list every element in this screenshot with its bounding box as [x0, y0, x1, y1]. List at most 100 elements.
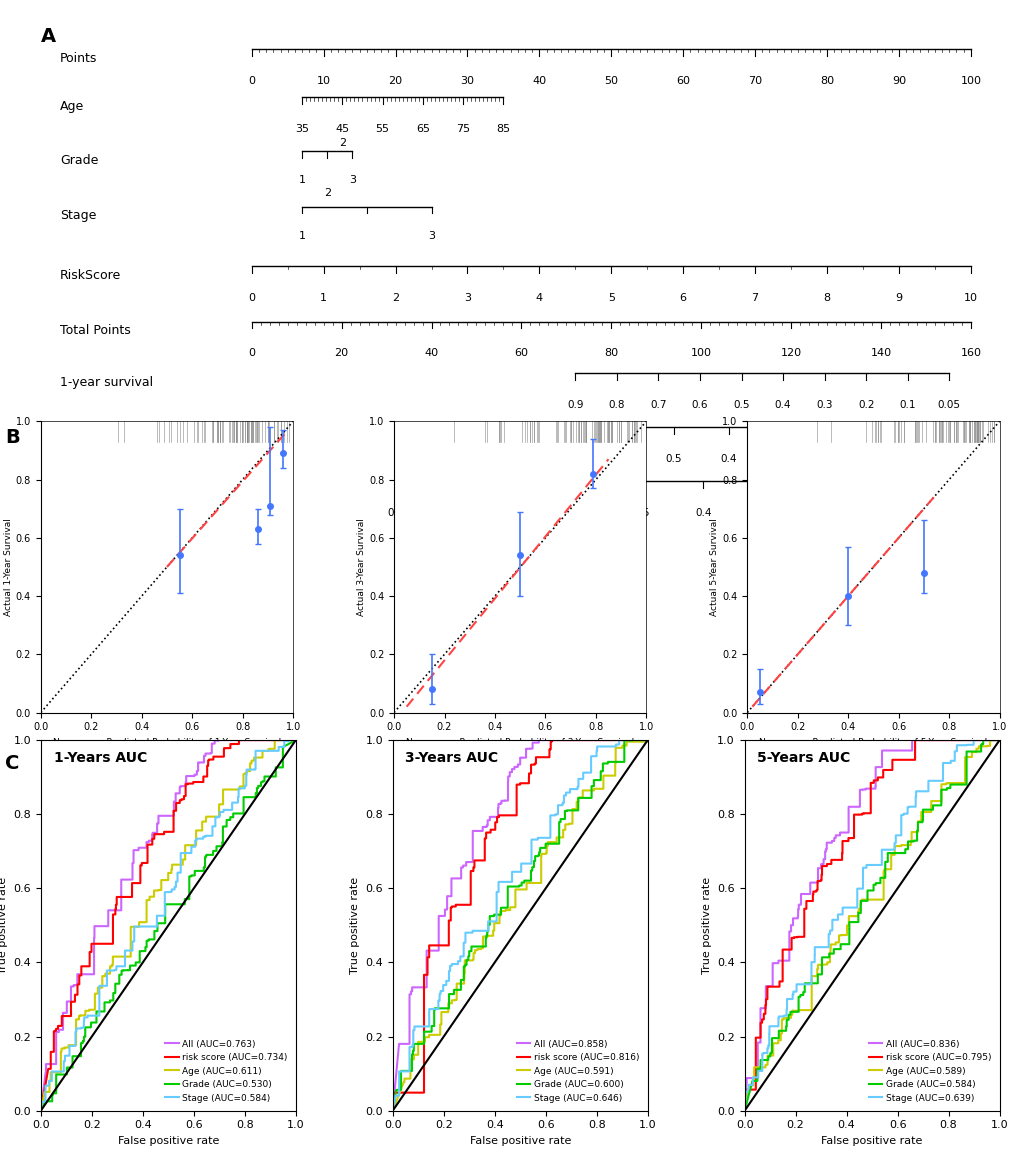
Text: A: A [41, 27, 56, 46]
Text: 7: 7 [751, 293, 758, 303]
Text: 0.1: 0.1 [886, 454, 902, 464]
Text: 0.2: 0.2 [817, 508, 834, 517]
Text: 3-Years AUC: 3-Years AUC [406, 751, 498, 765]
Text: 35: 35 [294, 124, 309, 134]
Text: 80: 80 [603, 348, 618, 359]
Text: 60: 60 [514, 348, 528, 359]
Text: 10: 10 [316, 75, 330, 86]
Text: 0.6: 0.6 [572, 508, 588, 517]
Text: 3-year survival: 3-year survival [60, 430, 153, 443]
Legend: All (AUC=0.763), risk score (AUC=0.734), Age (AUC=0.611), Grade (AUC=0.530), Sta: All (AUC=0.763), risk score (AUC=0.734),… [161, 1036, 291, 1106]
Y-axis label: True positive rate: True positive rate [0, 877, 8, 974]
Y-axis label: Actual 5-Year Survival: Actual 5-Year Survival [709, 518, 718, 616]
Text: 1: 1 [299, 230, 306, 241]
Text: Grade: Grade [60, 154, 98, 167]
Legend: All (AUC=0.858), risk score (AUC=0.816), Age (AUC=0.591), Grade (AUC=0.600), Sta: All (AUC=0.858), risk score (AUC=0.816),… [513, 1036, 643, 1106]
Y-axis label: True positive rate: True positive rate [350, 877, 360, 974]
Text: 0.9: 0.9 [387, 508, 404, 517]
Text: 0.05: 0.05 [936, 400, 960, 410]
Text: C: C [5, 754, 19, 773]
X-axis label: Nomogram-Predicted Probability of 3-Year Survival: Nomogram-Predicted Probability of 3-Year… [406, 738, 634, 746]
Text: 0.3: 0.3 [774, 454, 792, 464]
Text: 6: 6 [679, 293, 686, 303]
Text: 1: 1 [320, 293, 327, 303]
X-axis label: False positive rate: False positive rate [117, 1136, 219, 1145]
Y-axis label: Actual 1-Year Survival: Actual 1-Year Survival [4, 518, 13, 616]
Text: 0: 0 [248, 293, 255, 303]
Text: 70: 70 [747, 75, 761, 86]
Text: 5-year survival: 5-year survival [60, 484, 153, 496]
Text: RiskScore: RiskScore [60, 268, 121, 281]
Text: 60: 60 [676, 75, 690, 86]
Text: 45: 45 [335, 124, 350, 134]
Text: 0.5: 0.5 [633, 508, 649, 517]
Text: Stage: Stage [60, 209, 96, 222]
Text: 8: 8 [822, 293, 829, 303]
Text: 5: 5 [607, 293, 614, 303]
Text: 1-Years AUC: 1-Years AUC [54, 751, 147, 765]
Text: 0.2: 0.2 [857, 400, 873, 410]
Text: 0.05: 0.05 [936, 454, 960, 464]
Text: 0.6: 0.6 [609, 454, 626, 464]
Text: 140: 140 [869, 348, 891, 359]
Text: 50: 50 [603, 75, 618, 86]
Text: 0.2: 0.2 [829, 454, 847, 464]
Text: 0.8: 0.8 [499, 454, 516, 464]
Text: 100: 100 [690, 348, 711, 359]
Text: 2: 2 [391, 293, 398, 303]
Text: 0.05: 0.05 [936, 508, 960, 517]
Text: 20: 20 [388, 75, 403, 86]
Text: 0.1: 0.1 [878, 508, 895, 517]
Text: 120: 120 [780, 348, 801, 359]
Text: 0.5: 0.5 [664, 454, 681, 464]
X-axis label: Nomogram-Predicted Probability of 1-Year Survival: Nomogram-Predicted Probability of 1-Year… [53, 738, 281, 746]
Text: 0.3: 0.3 [756, 508, 772, 517]
Text: 75: 75 [455, 124, 470, 134]
Y-axis label: Actual 3-Year Survival: Actual 3-Year Survival [357, 518, 366, 616]
Text: 0.8: 0.8 [448, 508, 465, 517]
Text: 65: 65 [416, 124, 429, 134]
X-axis label: Nomogram-Predicted Probability of 5-Year Survival: Nomogram-Predicted Probability of 5-Year… [758, 738, 986, 746]
Text: 0.4: 0.4 [774, 400, 791, 410]
Text: 1: 1 [299, 175, 306, 185]
Text: B: B [5, 428, 19, 447]
Text: 0.6: 0.6 [691, 400, 707, 410]
Text: 0: 0 [248, 75, 255, 86]
Text: 3: 3 [464, 293, 471, 303]
Text: 0.4: 0.4 [719, 454, 737, 464]
Text: 55: 55 [375, 124, 389, 134]
X-axis label: False positive rate: False positive rate [820, 1136, 922, 1145]
Text: 0.7: 0.7 [554, 454, 571, 464]
Text: Total Points: Total Points [60, 324, 130, 338]
Text: 100: 100 [960, 75, 980, 86]
Text: 3: 3 [428, 230, 434, 241]
Text: 160: 160 [960, 348, 980, 359]
Text: 5-Years AUC: 5-Years AUC [756, 751, 850, 765]
Text: 0.1: 0.1 [899, 400, 915, 410]
Text: 0.3: 0.3 [815, 400, 833, 410]
Y-axis label: True positive rate: True positive rate [701, 877, 711, 974]
Text: 1-year survival: 1-year survival [60, 376, 153, 389]
Text: 85: 85 [496, 124, 510, 134]
Text: 3: 3 [348, 175, 356, 185]
Text: 10: 10 [963, 293, 977, 303]
Text: 40: 40 [532, 75, 546, 86]
Text: 0.7: 0.7 [510, 508, 527, 517]
Text: 20: 20 [334, 348, 348, 359]
Text: 0.7: 0.7 [649, 400, 666, 410]
Text: 0.9: 0.9 [444, 454, 461, 464]
Text: 0.8: 0.8 [608, 400, 625, 410]
Text: 0.4: 0.4 [694, 508, 710, 517]
Text: Age: Age [60, 100, 85, 113]
Text: 9: 9 [895, 293, 902, 303]
Text: 90: 90 [891, 75, 905, 86]
Text: 0: 0 [248, 348, 255, 359]
Text: 2: 2 [323, 189, 330, 198]
Text: Points: Points [60, 52, 97, 65]
Text: 4: 4 [535, 293, 542, 303]
X-axis label: False positive rate: False positive rate [469, 1136, 571, 1145]
Text: 0.5: 0.5 [733, 400, 749, 410]
Text: 2: 2 [338, 138, 345, 148]
Text: 0.9: 0.9 [567, 400, 583, 410]
Text: 30: 30 [460, 75, 474, 86]
